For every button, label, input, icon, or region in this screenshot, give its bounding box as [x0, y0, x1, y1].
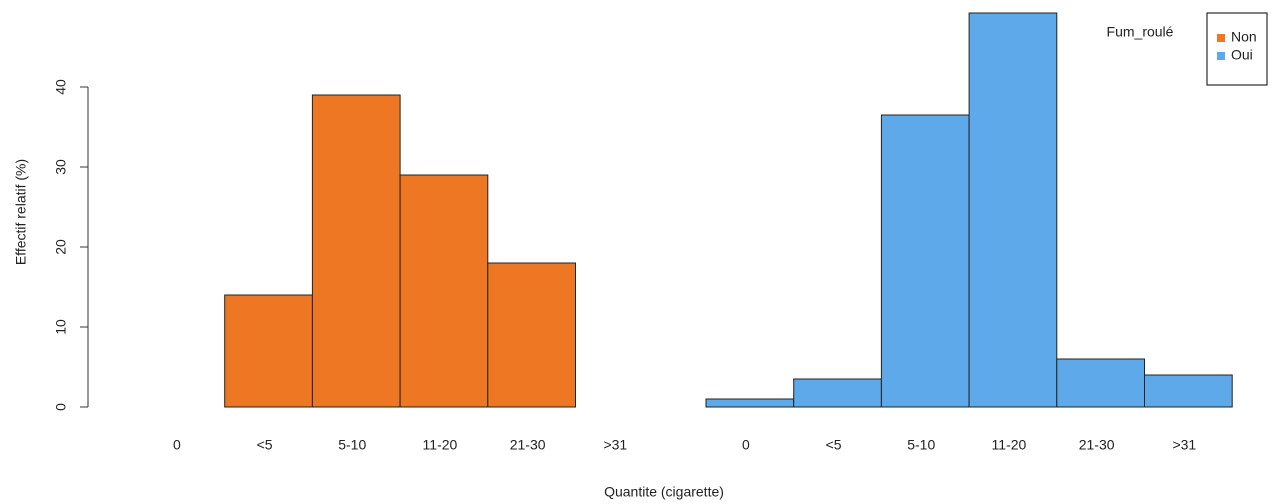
x-tick-label: 11-20: [423, 437, 458, 453]
y-tick-label: 40: [53, 79, 69, 95]
legend-swatch: [1217, 34, 1225, 42]
bar: [880, 114, 970, 408]
bar: [705, 398, 795, 408]
x-tick-label: <5: [257, 437, 273, 453]
legend-label: Non: [1231, 29, 1257, 45]
bar: [793, 378, 882, 408]
x-axis-label: Quantite (cigarette): [604, 484, 724, 500]
bar: [487, 262, 576, 408]
bar: [311, 94, 401, 408]
x-tick-label: >31: [603, 437, 627, 453]
x-tick-label: <5: [826, 437, 842, 453]
x-tick-label: 11-20: [992, 437, 1027, 453]
x-tick-label: 0: [173, 437, 181, 453]
legend-box: [1206, 12, 1268, 86]
y-tick-label: 10: [53, 319, 69, 335]
bar: [1144, 374, 1233, 408]
y-axis-label: Effectif relatif (%): [13, 159, 29, 265]
legend-swatch: [1217, 52, 1225, 60]
x-tick-label: 0: [742, 437, 750, 453]
legend-label: Oui: [1231, 47, 1253, 63]
bar: [224, 294, 313, 408]
x-tick-label: >31: [1172, 437, 1196, 453]
x-tick-label: 5-10: [338, 437, 366, 453]
y-tick-label: 0: [53, 403, 69, 411]
x-tick-label: 21-30: [1079, 437, 1115, 453]
bar: [1056, 358, 1146, 408]
x-tick-label: 21-30: [510, 437, 546, 453]
bar: [399, 174, 489, 408]
bar: [968, 12, 1058, 408]
y-tick-label: 30: [53, 159, 69, 175]
legend-title: Fum_roulé: [1107, 24, 1174, 40]
y-tick-label: 20: [53, 239, 69, 255]
x-tick-label: 5-10: [907, 437, 935, 453]
